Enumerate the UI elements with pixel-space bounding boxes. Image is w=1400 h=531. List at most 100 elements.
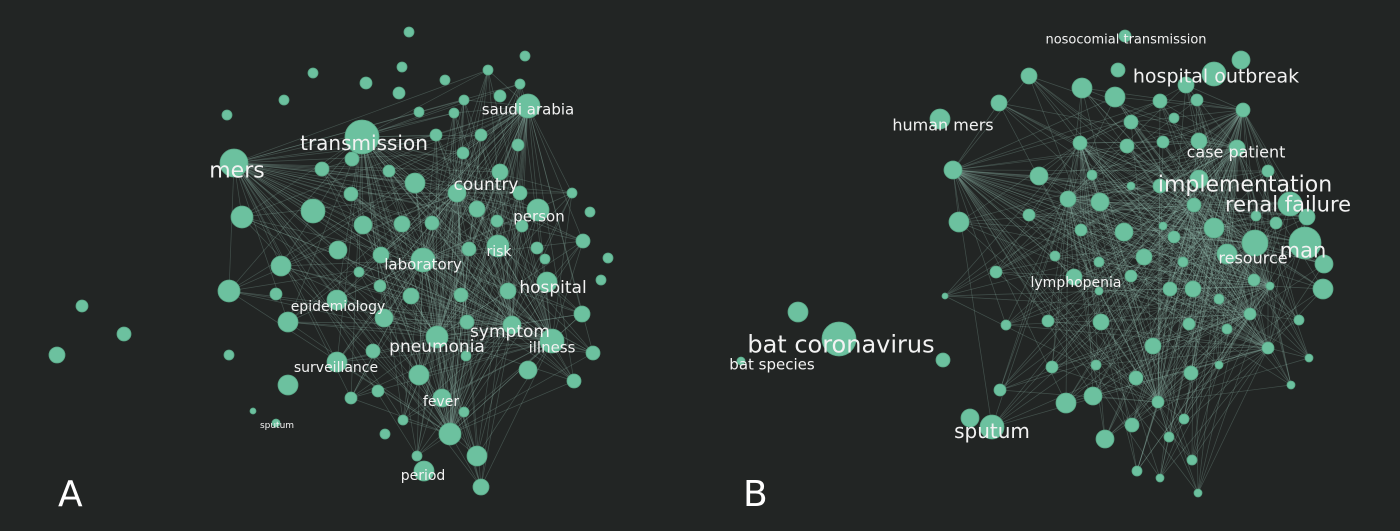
panel-a-edge xyxy=(241,105,529,218)
panel-a-edge xyxy=(287,321,438,338)
panel-b-edge xyxy=(1267,203,1291,349)
panel-a-edge xyxy=(287,105,529,323)
panel-a-edge xyxy=(336,299,513,326)
panel-b-edge xyxy=(952,169,1133,426)
panel-b-edge xyxy=(1028,214,1256,244)
panel-b-node xyxy=(941,292,949,300)
panel-b-edge xyxy=(1079,142,1257,217)
panel-b-edge xyxy=(958,221,1269,349)
panel-a-edge xyxy=(233,162,478,210)
panel-b-edge xyxy=(1157,357,1310,403)
panel-b-term-label: man xyxy=(1280,238,1327,262)
panel-b-edge xyxy=(1028,75,1081,144)
panel-a-node xyxy=(372,246,390,264)
panel-a-node xyxy=(393,215,411,233)
panel-b-edge xyxy=(1152,242,1256,347)
panel-b-edge xyxy=(1193,204,1255,281)
panel-a-edge xyxy=(487,69,513,326)
panel-a-edge xyxy=(487,69,553,342)
panel-a-edge xyxy=(497,245,553,342)
panel-a-edge xyxy=(521,105,529,227)
panel-a-node xyxy=(512,185,528,201)
panel-b-node xyxy=(1126,181,1136,191)
panel-b-node xyxy=(1250,210,1262,222)
panel-b-edge xyxy=(1091,174,1215,229)
panel-b-edge xyxy=(1091,174,1251,315)
panel-a-edge xyxy=(402,259,424,421)
panel-b-edge xyxy=(1092,242,1256,397)
panel-a-edge xyxy=(287,321,513,326)
panel-b-edge xyxy=(1099,201,1256,244)
panel-b-edge xyxy=(1005,242,1256,326)
panel-a-edge xyxy=(456,83,521,194)
panel-a-edge xyxy=(414,182,553,342)
panel-a-edge xyxy=(476,105,529,457)
panel-b-edge xyxy=(999,109,1244,391)
panel-b-labels: nosocomial transmission hospital outbreak… xyxy=(729,33,1351,443)
panel-a-node xyxy=(219,148,249,178)
panel-a-node xyxy=(566,373,582,389)
panel-b-edge xyxy=(1162,141,1215,229)
panel-b-edge xyxy=(1159,347,1269,479)
panel-b-node xyxy=(1000,319,1012,331)
panel-a-edge xyxy=(361,136,499,247)
panel-a-edge xyxy=(361,136,575,382)
panel-a-edge xyxy=(456,192,594,354)
panel-a-term-label: saudi arabia xyxy=(482,100,574,118)
panel-a-edge xyxy=(414,182,513,326)
panel-a-node xyxy=(439,74,451,86)
panel-b-edge xyxy=(1098,109,1244,292)
panel-b-edge xyxy=(1123,231,1256,244)
panel-b-edge xyxy=(1067,141,1164,200)
panel-b-node xyxy=(1072,135,1088,151)
panel-b-edge xyxy=(952,169,1145,258)
panel-a-node xyxy=(278,94,290,106)
panel-a-edge xyxy=(361,136,404,421)
panel-a-node xyxy=(530,241,544,255)
panel-a-edge xyxy=(336,299,451,435)
panel-b-edge xyxy=(1242,109,1291,205)
panel-a-edge xyxy=(422,209,539,261)
panel-b-edge xyxy=(1136,227,1215,472)
panel-b-edge xyxy=(1098,290,1251,315)
panel-a-edge xyxy=(435,134,513,326)
panel-b-edge xyxy=(952,169,1190,325)
panel-a-edge xyxy=(456,69,489,194)
panel-a-edge xyxy=(379,192,458,287)
panel-a-node xyxy=(438,422,462,446)
panel-b-edge xyxy=(1188,242,1256,325)
panel-b-node xyxy=(1071,77,1093,99)
panel-b-node xyxy=(1190,93,1204,107)
panel-b-node xyxy=(1178,413,1190,425)
panel-b-node xyxy=(1135,248,1153,266)
panel-b-edge xyxy=(1079,142,1310,359)
panel-a-edge xyxy=(449,380,575,435)
panel-a-edge xyxy=(358,271,451,435)
panel-b-edge xyxy=(1157,84,1187,403)
panel-a-node xyxy=(482,64,494,76)
panel-b-edge xyxy=(1098,147,1238,292)
panel-a-edge xyxy=(233,162,462,296)
panel-a-node xyxy=(518,360,538,380)
panel-b-node xyxy=(1041,314,1055,328)
panel-b-edge xyxy=(991,347,1269,428)
panel-a-node xyxy=(359,76,373,90)
panel-b-node xyxy=(1055,392,1077,414)
panel-a-edge xyxy=(233,162,521,194)
panel-b-edge xyxy=(1100,313,1251,323)
panel-b-edge xyxy=(1191,204,1195,461)
panel-b-edge xyxy=(1123,231,1251,315)
panel-a-node xyxy=(515,93,541,119)
panel-b-edge xyxy=(1123,204,1195,233)
panel-a-edge xyxy=(527,105,539,211)
panel-b-edge xyxy=(1159,109,1244,479)
panel-a-node xyxy=(270,255,292,277)
panel-b-node xyxy=(960,408,980,428)
panel-b-edge xyxy=(952,169,1199,494)
panel-a-edge xyxy=(449,245,499,435)
panel-a-node xyxy=(411,450,423,462)
panel-b-edge xyxy=(1192,227,1215,290)
panel-b-edge xyxy=(952,169,1049,322)
panel-a-edge xyxy=(233,162,467,357)
panel-b-edge xyxy=(1038,147,1238,177)
